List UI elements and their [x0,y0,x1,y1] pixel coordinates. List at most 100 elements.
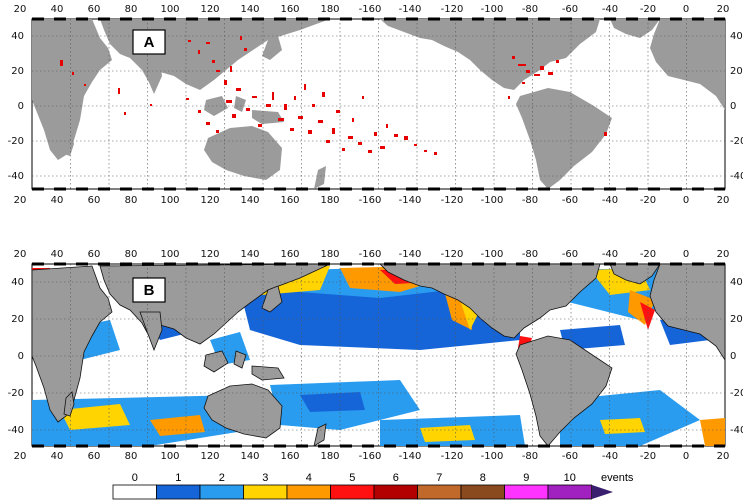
tick-label: -100 [481,249,504,260]
tick-label: 160 [280,4,299,15]
tick-label: -120 [441,249,464,260]
panel-a-land [32,19,725,189]
tick-label: 40 [51,451,64,462]
tick-label: 20 [717,249,730,260]
tick-label: 180 [320,4,339,15]
colorbar-swatch [547,484,592,500]
tick-label: -120 [441,4,464,15]
colorbar-label: 0 [132,472,138,484]
tick-label: 20 [730,66,743,77]
panel-a: A 20 40 60 80 100 120 140 160 180 -160 -… [8,4,743,206]
tick-label: 80 [125,451,138,462]
tick-label: 20 [14,4,27,15]
tick-label: -40 [602,249,618,260]
tick-label: 0 [18,351,24,362]
tick-label: -60 [562,451,578,462]
colorbar-label: 9 [523,472,529,484]
panel-a-x-ticks-top: 20 40 60 80 100 120 140 160 180 -160 -14… [14,4,730,15]
tick-label: -20 [730,388,743,399]
tick-label: 100 [160,4,179,15]
panel-a-y-ticks-right: 40 20 0 -20 -40 [730,31,743,182]
tick-label: 160 [280,195,299,206]
panel-b-x-ticks-top: 20 40 60 80 100 120 140 160 180 -160 -14… [14,249,730,260]
colorbar-swatch [286,484,331,500]
colorbar-label: 8 [480,472,486,484]
panel-b-grid [32,264,725,446]
colorbar-swatch [417,484,462,500]
colorbar-swatch [112,484,157,500]
tick-label: 80 [125,4,138,15]
tick-label: 60 [88,195,101,206]
tick-label: 60 [88,249,101,260]
colorbar-swatch [330,484,375,500]
tick-label: 60 [88,4,101,15]
tick-label: 20 [730,314,743,325]
colorbar: 0 1 2 3 4 5 6 7 8 9 10 events [112,472,634,500]
tick-label: -160 [359,195,382,206]
tick-label: -40 [602,451,618,462]
panel-a-map [32,19,725,189]
tick-label: -60 [562,4,578,15]
panel-b-map [32,264,725,446]
tick-label: -60 [562,195,578,206]
tick-label: -80 [522,4,538,15]
tick-label: 0 [683,4,689,15]
panel-a-events [60,36,607,155]
tick-label: -140 [399,451,422,462]
colorbar-swatch [460,484,505,500]
colorbar-swatch [199,484,244,500]
tick-label: 40 [11,277,24,288]
tick-label: 140 [240,4,259,15]
tick-label: 20 [717,451,730,462]
colorbar-labels: 0 1 2 3 4 5 6 7 8 9 10 [132,472,576,484]
tick-label: -100 [481,195,504,206]
tick-label: -40 [602,4,618,15]
tick-label: 0 [18,101,24,112]
colorbar-swatch [156,484,201,500]
tick-label: 0 [730,351,736,362]
colorbar-label: 6 [393,472,399,484]
tick-label: 180 [320,451,339,462]
colorbar-label: 10 [564,472,576,484]
tick-label: 160 [280,451,299,462]
tick-label: -120 [441,451,464,462]
tick-label: 20 [14,451,27,462]
tick-label: 20 [717,4,730,15]
tick-label: 180 [320,195,339,206]
tick-label: -20 [640,195,656,206]
panel-b-x-ticks-bottom: 20 40 60 80 100 120 140 160 180 -160 -14… [14,451,730,462]
panel-a-y-ticks-left: 40 20 0 -20 -40 [8,31,24,182]
tick-label: 0 [683,249,689,260]
colorbar-label: 5 [349,472,355,484]
tick-label: -140 [399,249,422,260]
tick-label: -80 [522,451,538,462]
tick-label: -160 [359,4,382,15]
tick-label: -120 [441,195,464,206]
tick-label: 60 [88,451,101,462]
tick-label: 0 [683,195,689,206]
tick-label: 100 [160,195,179,206]
panel-a-grid [32,19,725,189]
tick-label: 20 [11,314,24,325]
tick-label: 180 [320,249,339,260]
tick-label: -80 [522,195,538,206]
colorbar-unit: events [601,472,634,484]
tick-label: 20 [717,195,730,206]
tick-label: 20 [11,66,24,77]
panel-b-y-ticks-left: 40 20 0 -20 -40 [8,277,24,436]
tick-label: -140 [399,195,422,206]
tick-label: -100 [481,4,504,15]
colorbar-swatches [112,484,592,500]
tick-label: -100 [481,451,504,462]
tick-label: 80 [125,195,138,206]
colorbar-label: 2 [219,472,225,484]
tick-label: -40 [8,171,24,182]
tick-label: 140 [240,451,259,462]
panel-a-x-ticks-bottom: 20 40 60 80 100 120 140 160 180 -160 -14… [14,195,730,206]
tick-label: -80 [522,249,538,260]
tick-label: 100 [160,249,179,260]
tick-label: -20 [730,136,743,147]
tick-label: 140 [240,249,259,260]
tick-label: 80 [125,249,138,260]
tick-label: 120 [200,249,219,260]
